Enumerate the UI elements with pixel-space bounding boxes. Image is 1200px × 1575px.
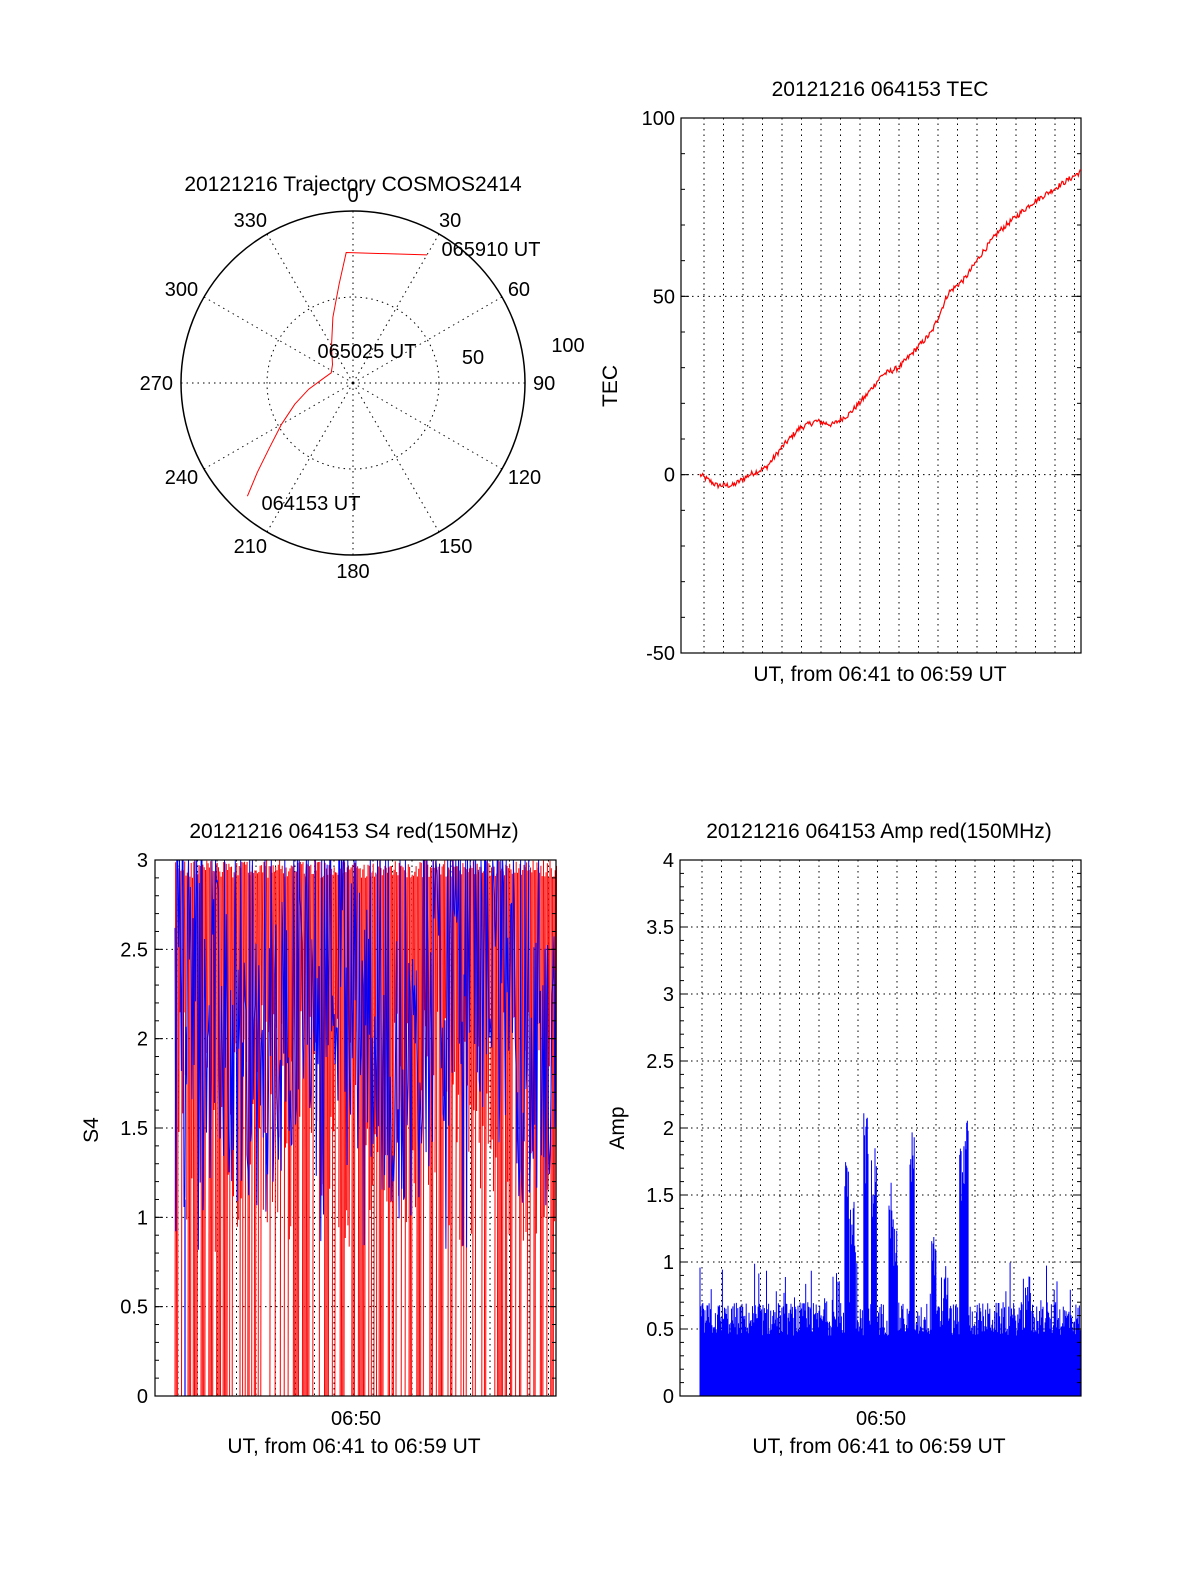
trajectory-line	[246, 251, 428, 497]
polar-title: 20121216 Trajectory COSMOS2414	[184, 173, 522, 196]
tec-xlabel: UT, from 06:41 to 06:59 UT	[753, 663, 1006, 686]
trajectory-mid-label: 065025 UT	[318, 341, 417, 363]
s4-title: 20121216 064153 S4 red(150MHz)	[189, 820, 518, 843]
tec-grid	[681, 118, 1081, 653]
tec-ytick-label: 100	[642, 108, 675, 130]
polar-ring-label-inner: 50	[462, 347, 484, 369]
trajectory-start-label: 064153 UT	[262, 493, 361, 515]
s4-ytick-label: 2.5	[120, 939, 148, 961]
s4-plot-area	[155, 859, 557, 1397]
amp-ytick-label: 1	[663, 1252, 674, 1274]
polar-spoke	[352, 382, 440, 533]
polar-angle-label: 300	[165, 279, 198, 301]
polar-angle-label: 270	[140, 373, 173, 395]
polar-angle-label: 210	[234, 536, 267, 558]
tec-series-line	[699, 169, 1082, 490]
amp-series	[699, 1113, 1082, 1396]
polar-spoke	[352, 382, 503, 470]
polar-spoke	[203, 296, 354, 384]
s4-xlabel: UT, from 06:41 to 06:59 UT	[227, 1435, 480, 1458]
polar-angle-label: 180	[336, 561, 369, 583]
amp-ytick-label: 0	[663, 1386, 674, 1408]
s4-chart: 20121216 064153 S4 red(150MHz) 0 0.5 1 1.5 2…	[80, 820, 557, 1458]
amp-ytick-label: 3.5	[646, 917, 674, 939]
polar-angle-label: 30	[439, 210, 461, 232]
polar-angle-label: 330	[234, 210, 267, 232]
tec-ylabel: TEC	[599, 365, 622, 407]
polar-ring-label-outer: 100	[551, 335, 584, 357]
amp-ylabel: Amp	[606, 1106, 629, 1149]
tec-frame	[680, 117, 1082, 654]
polar-angle-label: 0	[347, 185, 358, 207]
s4-blue-series	[174, 859, 557, 1250]
amp-chart: 20121216 064153 Amp red(150MHz) 0 0.5 1 1.5…	[606, 820, 1082, 1458]
polar-grid	[180, 210, 526, 556]
s4-ylabel: S4	[80, 1117, 103, 1143]
s4-y-ticks: 0 0.5 1 1.5 2 2.5 3	[120, 850, 556, 1408]
s4-xtick-label: 06:50	[331, 1408, 381, 1430]
polar-angle-labels: 0 30 60 90 120 150 180 210 240 270 300 330	[140, 185, 556, 583]
amp-bars	[699, 1113, 1082, 1396]
trajectory-end-label: 065910 UT	[442, 239, 541, 261]
polar-spoke	[266, 233, 354, 384]
polar-angle-label: 90	[533, 373, 555, 395]
amp-xlabel: UT, from 06:41 to 06:59 UT	[752, 1435, 1005, 1458]
tec-ytick-label: 0	[664, 465, 675, 487]
polar-angle-label: 60	[508, 279, 530, 301]
s4-ytick-label: 0	[137, 1386, 148, 1408]
polar-spoke	[203, 382, 354, 470]
amp-y-ticks: 0 0.5 1 1.5 2 2.5 3 3.5 4	[646, 850, 1081, 1408]
polar-angle-label: 150	[439, 536, 472, 558]
s4-ytick-label: 1	[137, 1207, 148, 1229]
s4-ytick-label: 2	[137, 1029, 148, 1051]
polar-inner-ring	[266, 296, 440, 470]
amp-ytick-label: 1.5	[646, 1185, 674, 1207]
amp-ytick-label: 2.5	[646, 1051, 674, 1073]
tec-ytick-label: 50	[653, 286, 675, 308]
polar-spoke	[352, 296, 503, 384]
amp-title: 20121216 064153 Amp red(150MHz)	[706, 820, 1052, 843]
amp-ytick-label: 4	[663, 850, 674, 872]
polar-spoke	[352, 233, 440, 384]
amp-ytick-label: 3	[663, 984, 674, 1006]
polar-angle-label: 120	[508, 467, 541, 489]
s4-ytick-label: 1.5	[120, 1118, 148, 1140]
polar-trajectory-chart: 20121216 Trajectory COSMOS2414 0 30 60 90 12…	[140, 173, 585, 583]
tec-ytick-label: -50	[646, 643, 675, 665]
s4-ytick-label: 3	[137, 850, 148, 872]
tec-y-ticks: -50 0 50 100	[642, 108, 1081, 665]
s4-ytick-label: 0.5	[120, 1297, 148, 1319]
tec-chart: 20121216 064153 TEC -50 0 50 100 TEC UT, fr…	[599, 78, 1082, 686]
amp-xtick-label: 06:50	[856, 1408, 906, 1430]
polar-angle-label: 240	[165, 467, 198, 489]
amp-ytick-label: 0.5	[646, 1319, 674, 1341]
tec-title: 20121216 064153 TEC	[772, 78, 989, 101]
polar-spoke	[266, 382, 354, 533]
amp-ytick-label: 2	[663, 1118, 674, 1140]
